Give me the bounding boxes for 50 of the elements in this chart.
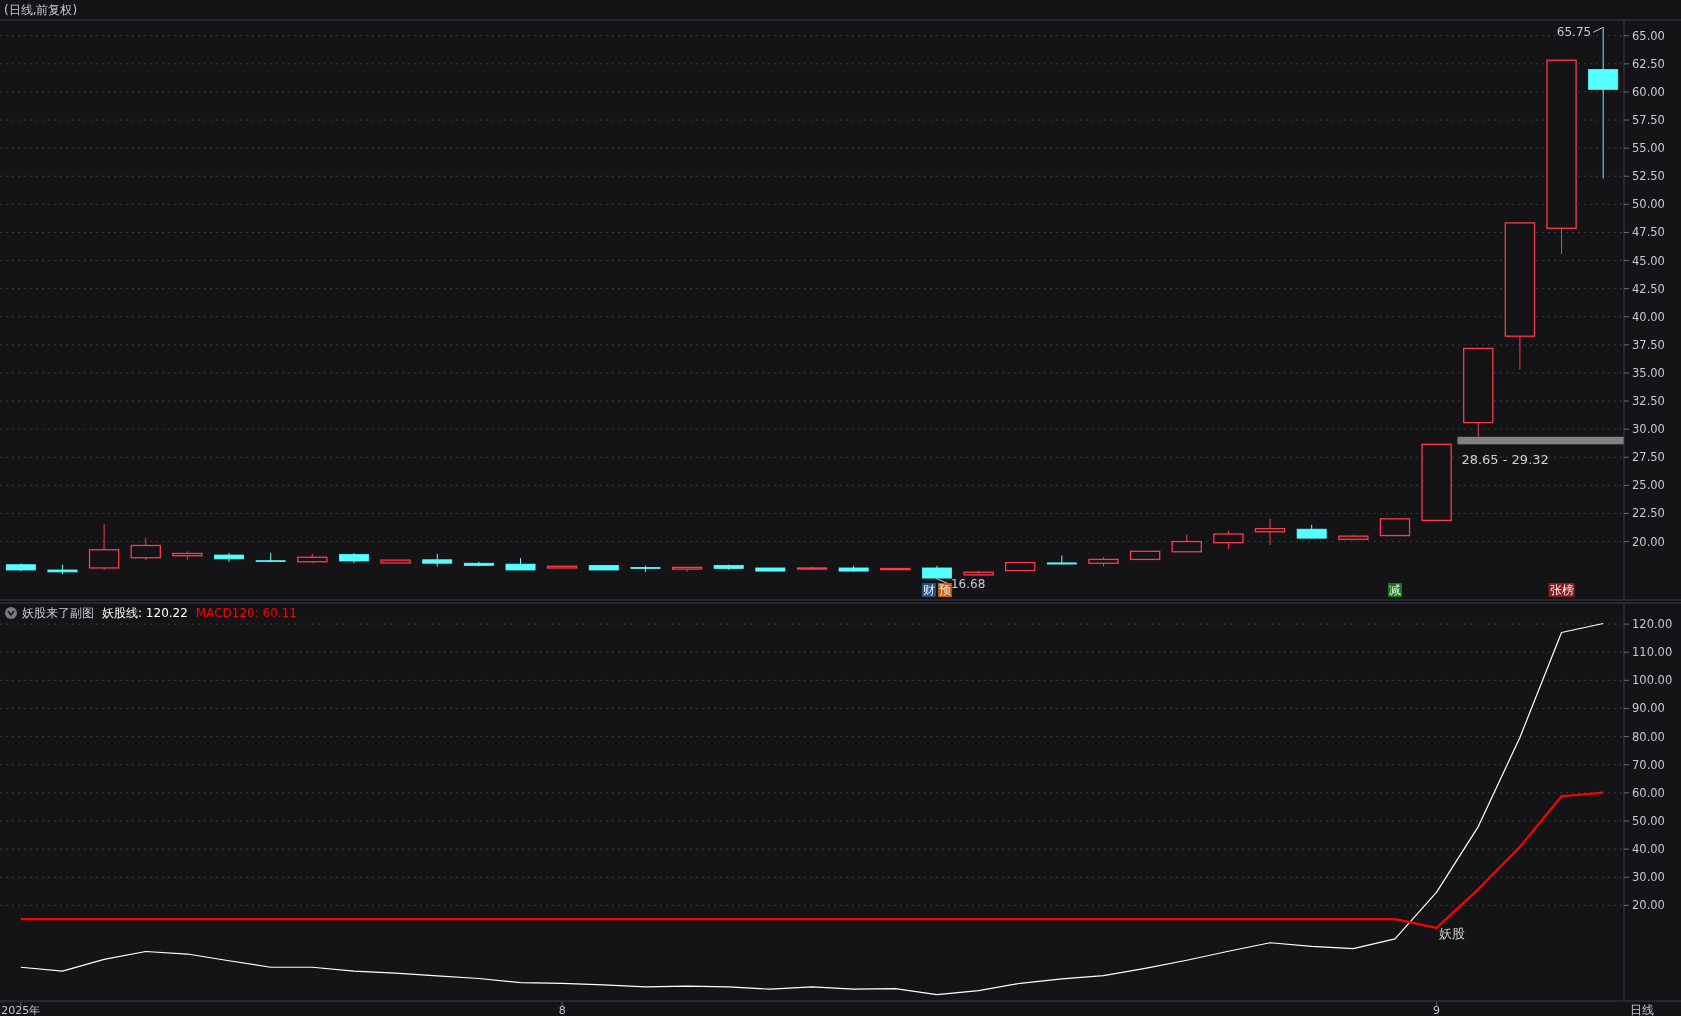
y-tick-label: 60.00: [1632, 84, 1665, 99]
y-tick-label: 50.00: [1632, 813, 1665, 828]
y-tick-label: 30.00: [1632, 870, 1665, 885]
y-tick-label: 57.50: [1632, 113, 1665, 128]
y-tick-label: 50.00: [1632, 197, 1665, 212]
text: 妖股线: 120.22: [102, 606, 188, 620]
y-tick-label: 60.00: [1632, 785, 1665, 800]
annotation: 财: [922, 583, 935, 597]
y-tick-label: 20.00: [1632, 534, 1665, 549]
text: MACD120: 60.11: [195, 606, 297, 620]
y-tick-label: 52.50: [1632, 169, 1665, 184]
candlestick: [1254, 518, 1286, 546]
y-tick-label: 62.50: [1632, 56, 1665, 71]
y-tick-label: 32.50: [1632, 394, 1665, 409]
y-tick-label: 45.00: [1632, 253, 1665, 268]
line-series: [19, 791, 1605, 929]
y-tick-label: 70.00: [1632, 757, 1665, 772]
band-label: 28.65 - 29.32: [1461, 452, 1549, 468]
annotation: 65.75: [1556, 25, 1592, 40]
y-tick-label: 22.50: [1632, 506, 1665, 521]
y-tick-label: 27.50: [1632, 450, 1665, 465]
y-tick-label: 40.00: [1632, 842, 1665, 857]
x-tick-label: 8: [558, 1004, 566, 1016]
x-tick-label: 2025年: [1, 1004, 41, 1016]
annotation: 减: [1388, 583, 1401, 597]
y-tick-label: 110.00: [1632, 645, 1673, 660]
y-tick-label: 25.00: [1632, 478, 1665, 493]
annotation: 16.68: [950, 576, 986, 591]
y-tick-label: 80.00: [1632, 729, 1665, 744]
y-tick-label: 55.00: [1632, 141, 1665, 156]
y-tick-label: 90.00: [1632, 701, 1665, 716]
y-tick-label: 40.00: [1632, 309, 1665, 324]
chart-title: (日线,前复权): [4, 3, 78, 17]
y-tick-label: 65.00: [1632, 28, 1665, 43]
candlestick: [671, 566, 703, 573]
y-tick-label: 42.50: [1632, 281, 1665, 296]
y-tick-label: 100.00: [1632, 673, 1673, 688]
text: 日线: [1630, 1003, 1654, 1016]
annotation: 张榜: [1549, 583, 1574, 597]
y-tick-label: 47.50: [1632, 225, 1665, 240]
x-tick-label: 9: [1433, 1004, 1441, 1016]
annotation: 预: [938, 583, 951, 597]
line-series: [20, 622, 1604, 996]
y-tick-label: 120.00: [1632, 617, 1673, 632]
y-tick-label: 37.50: [1632, 337, 1665, 352]
chart-title: 妖股来了副图: [22, 606, 94, 620]
y-tick-label: 20.00: [1632, 898, 1665, 913]
y-tick-label: 30.00: [1632, 422, 1665, 437]
y-tick-label: 35.00: [1632, 365, 1665, 380]
annotation: 妖股: [1438, 925, 1465, 941]
